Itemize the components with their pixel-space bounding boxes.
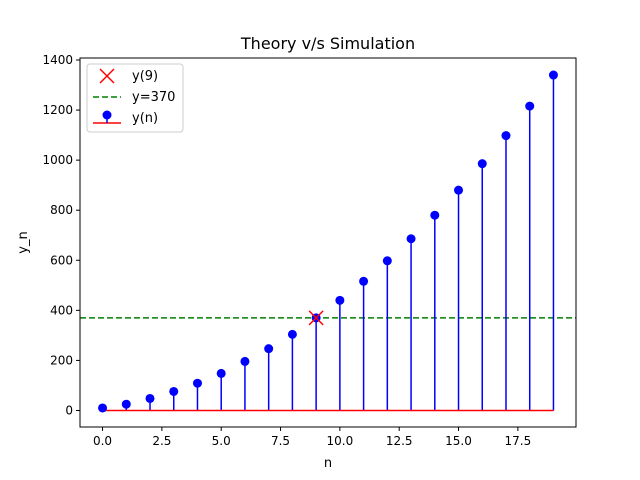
y-axis-label: y_n [16,231,31,253]
stem-marker [382,256,392,266]
y-tick-label: 400 [50,303,73,317]
stem-marker [216,368,226,378]
x-tick-label: 0.0 [93,434,112,448]
axes-frame [79,57,577,428]
y-tick-label: 600 [50,253,73,267]
y-tick-label: 800 [50,203,73,217]
stem-marker [240,356,250,366]
legend-item: y=370 [93,90,175,105]
legend-item: y(n) [93,110,158,126]
legend-label: y(9) [132,69,158,84]
x-marker-y9 [308,310,324,326]
axis-ticks: 0.0 2.5 5.0 7.5 10.0 12.5 15.0 17.5 0 200 400 600 80… [42,53,531,448]
chart-title: Theory v/s Simulation [240,34,415,53]
y-tick-label: 0 [65,403,73,417]
x-tick-label: 15.0 [445,434,472,448]
stem-marker [548,70,558,80]
stem-marker [121,399,131,409]
stem-marker [525,101,535,111]
y-tick-label: 200 [50,353,73,367]
stem-marker [477,159,487,169]
stem-marker [430,210,440,220]
x-tick-label: 12.5 [386,434,413,448]
stem-marker [501,131,511,141]
legend-x-icon [99,68,115,84]
stem-marker [454,185,464,195]
y-tick-label: 1200 [42,103,73,117]
x-tick-label: 2.5 [152,434,171,448]
plot-area [80,70,576,413]
stem-marker [192,378,202,388]
stem-marker [406,234,416,244]
y-tick-label: 1400 [42,53,73,67]
legend-marker-icon [102,110,112,120]
legend-label: y=370 [132,90,175,105]
legend: y(9) y=370 y(n) [86,63,184,133]
x-tick-label: 7.5 [271,434,290,448]
legend-label: y(n) [132,111,158,126]
x-axis-label: n [324,456,332,471]
stem-marker [264,344,274,354]
x-tick-label: 17.5 [504,434,531,448]
stem-marker [359,276,369,286]
stem-marker [335,295,345,305]
stem-marker [169,386,179,396]
y-tick-label: 1000 [42,153,73,167]
x-tick-label: 10.0 [327,434,354,448]
stem-marker [145,393,155,403]
x-marker-stroke [308,310,324,326]
stem-marker [287,329,297,339]
x-tick-label: 5.0 [212,434,231,448]
stem-marker [98,403,108,413]
legend-item: y(9) [99,68,158,84]
